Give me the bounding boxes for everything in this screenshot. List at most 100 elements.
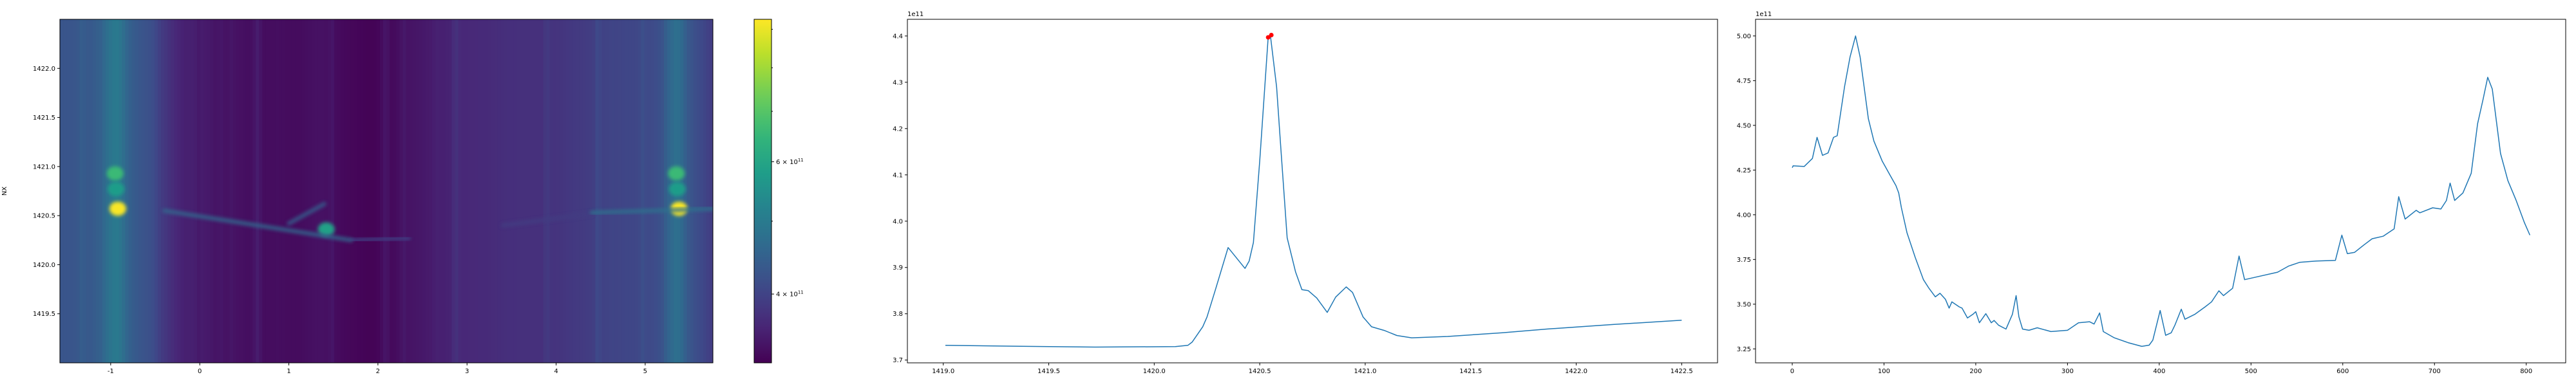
x-tick-label: 200 bbox=[1969, 368, 1982, 375]
heatmap-column bbox=[298, 19, 302, 363]
x-tick-label: 5 bbox=[643, 368, 647, 375]
heatmap-column bbox=[565, 19, 570, 363]
heatmap-column bbox=[324, 19, 328, 363]
heatmap-column bbox=[415, 19, 420, 363]
x-tick-label: 1420.5 bbox=[1249, 368, 1271, 375]
y-tick-label: 3.25 bbox=[1737, 346, 1751, 353]
heatmap-column bbox=[308, 19, 312, 363]
heatmap-column bbox=[226, 19, 231, 363]
line-panel-index: 0 100 200 300 400 500 600 700 800 3.25 3.50 3.75 4.0… bbox=[1737, 19, 2566, 375]
heatmap-column bbox=[409, 19, 413, 363]
x-tick-label: 500 bbox=[2245, 368, 2257, 375]
heatmap-column bbox=[687, 19, 691, 363]
y-tick-label: 3.75 bbox=[1737, 257, 1751, 264]
heatmap-column bbox=[288, 19, 292, 363]
heatmap-hotspot bbox=[668, 166, 685, 181]
heatmap-column bbox=[363, 19, 368, 363]
heatmap-column bbox=[608, 19, 612, 363]
x-tick-label: 0 bbox=[198, 368, 202, 375]
heatmap-column bbox=[216, 19, 221, 363]
heatmap-column bbox=[448, 19, 452, 363]
heatmap-column bbox=[135, 19, 139, 363]
heatmap-column bbox=[458, 19, 462, 363]
heatmap-column bbox=[693, 19, 697, 363]
y-tick-label: 3.7 bbox=[893, 357, 903, 364]
heatmap-column bbox=[647, 19, 652, 363]
heatmap-column bbox=[330, 19, 335, 363]
y-tick-label: 4.50 bbox=[1737, 122, 1751, 129]
heatmap-column bbox=[366, 19, 371, 363]
heatmap-column bbox=[390, 19, 393, 363]
y-tick-label: 3.8 bbox=[893, 311, 903, 318]
heatmap-column bbox=[180, 19, 185, 363]
heatmap-column bbox=[625, 19, 629, 363]
heatmap-column bbox=[484, 19, 488, 363]
heatmap-column bbox=[334, 19, 338, 363]
heatmap-column bbox=[174, 19, 178, 363]
heatmap-column bbox=[350, 19, 354, 363]
heatmap-column bbox=[167, 19, 171, 363]
y-tick-label: 4.75 bbox=[1737, 78, 1751, 85]
heatmap-column bbox=[265, 19, 270, 363]
heatmap-column bbox=[272, 19, 276, 363]
heatmap-column bbox=[549, 19, 554, 363]
heatmap-column bbox=[161, 19, 165, 363]
heatmap-column bbox=[177, 19, 182, 363]
heatmap-column bbox=[598, 19, 603, 363]
heatmap-column bbox=[641, 19, 645, 363]
heatmap-column bbox=[213, 19, 217, 363]
x-tick-label: -1 bbox=[108, 368, 114, 375]
heatmap-column bbox=[497, 19, 502, 363]
x-tick-label: 2 bbox=[376, 368, 380, 375]
heatmap-image bbox=[60, 19, 713, 363]
heatmap-column bbox=[494, 19, 498, 363]
heatmap-column bbox=[131, 19, 136, 363]
heatmap-column bbox=[703, 19, 707, 363]
offset-text-panel3: 1e11 bbox=[1756, 11, 1772, 18]
heatmap-column bbox=[89, 19, 93, 363]
heatmap-column bbox=[412, 19, 417, 363]
heatmap-column bbox=[347, 19, 351, 363]
heatmap-column bbox=[422, 19, 426, 363]
x-tick-label: 700 bbox=[2429, 368, 2441, 375]
heatmap-column bbox=[242, 19, 247, 363]
heatmap-column bbox=[657, 19, 661, 363]
heatmap-column bbox=[455, 19, 459, 363]
heatmap-column bbox=[536, 19, 540, 363]
y-tick-label: 5.00 bbox=[1737, 33, 1751, 40]
heatmap-column bbox=[373, 19, 377, 363]
heatmap-column bbox=[128, 19, 133, 363]
heatmap-column bbox=[317, 19, 322, 363]
heatmap-column bbox=[207, 19, 211, 363]
x-tick-label: 100 bbox=[1878, 368, 1890, 375]
heatmap-streak bbox=[349, 236, 412, 243]
heatmap-column bbox=[82, 19, 87, 363]
heatmap-column bbox=[354, 19, 357, 363]
heatmap-column bbox=[196, 19, 201, 363]
heatmap-column bbox=[383, 19, 387, 363]
x-tick-label: 4 bbox=[554, 368, 558, 375]
heatmap-column bbox=[406, 19, 410, 363]
heatmap-column bbox=[605, 19, 609, 363]
x-tick-label: 400 bbox=[2153, 368, 2165, 375]
x-tick-label: 1421.5 bbox=[1459, 368, 1482, 375]
x-tick-label: 1421.0 bbox=[1354, 368, 1376, 375]
heatmap-column bbox=[321, 19, 325, 363]
heatmap-column bbox=[249, 19, 253, 363]
y-tick-label: 1420.5 bbox=[33, 213, 55, 220]
y-tick-label: 4.2 bbox=[893, 125, 903, 133]
y-tick-label: 4.0 bbox=[893, 218, 903, 225]
heatmap-column bbox=[477, 19, 482, 363]
heatmap-column bbox=[344, 19, 348, 363]
heatmap-column bbox=[278, 19, 283, 363]
heatmap-column bbox=[464, 19, 469, 363]
heatmap-column bbox=[634, 19, 638, 363]
heatmap-column bbox=[210, 19, 214, 363]
x-tick-label: 3 bbox=[465, 368, 469, 375]
heatmap-column bbox=[262, 19, 267, 363]
heatmap-panel: -1 0 1 2 3 4 5 1419.5 1420.0 1420.5 1421.0 1421.5 14… bbox=[33, 19, 714, 375]
heatmap-column bbox=[582, 19, 586, 363]
heatmap-column bbox=[291, 19, 296, 363]
heatmap-hotspot bbox=[668, 181, 686, 196]
heatmap-column bbox=[507, 19, 511, 363]
